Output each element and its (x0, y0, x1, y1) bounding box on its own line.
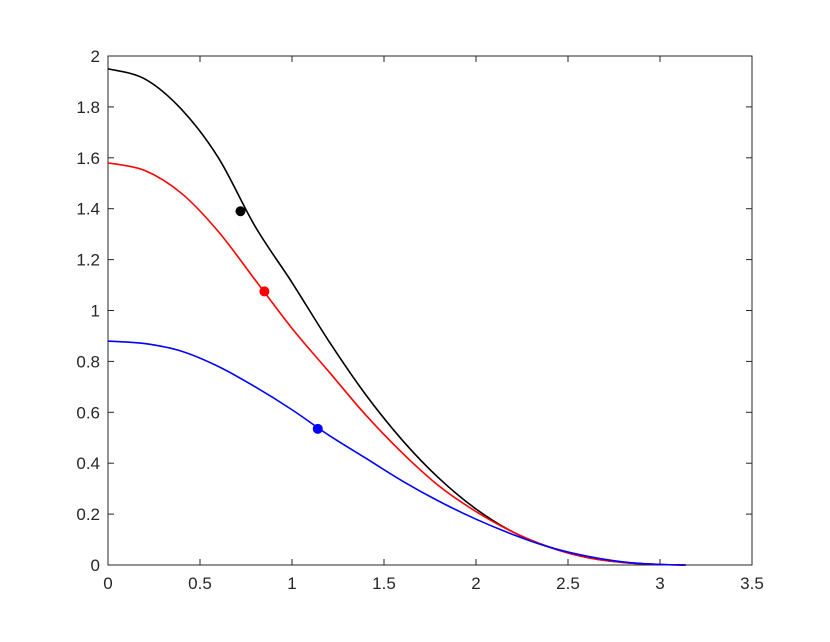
plot-frame (107, 55, 753, 566)
series-line-2 (107, 340, 686, 566)
y-tick-label: 0.2 (76, 505, 100, 524)
x-tick-label: 0.5 (188, 574, 212, 593)
y-tick-label: 2 (91, 47, 100, 66)
y-tick-label: 0.6 (76, 403, 100, 422)
ticks-layer (107, 55, 753, 566)
tick-labels-layer: 0 0.5 1 1.5 2 2.5 3 3.5 0 0.2 0.4 0.6 0.8 1 1.2 1.4 1.6 1… (76, 47, 763, 593)
series-layer (107, 67, 686, 566)
x-tick-label: 3 (655, 574, 664, 593)
x-tick-label: 2.5 (556, 574, 580, 593)
y-tick-label: 1.2 (76, 251, 100, 270)
x-tick-label: 1.5 (372, 574, 396, 593)
y-tick-label: 0.8 (76, 352, 100, 371)
y-tick-label: 1 (91, 302, 100, 321)
y-tick-label: 1.6 (76, 149, 100, 168)
x-tick-label: 0 (103, 574, 112, 593)
x-tick-label: 1 (287, 574, 296, 593)
series-marker-0 (235, 206, 246, 217)
series-marker-2 (312, 423, 323, 434)
series-marker-1 (259, 286, 270, 297)
y-tick-label: 0 (91, 556, 100, 575)
series-line-1 (107, 162, 686, 566)
y-tick-label: 0.4 (76, 454, 100, 473)
y-tick-label: 1.4 (76, 200, 100, 219)
series-line-0 (107, 67, 686, 566)
x-tick-label: 2 (471, 574, 480, 593)
x-tick-label: 3.5 (740, 574, 764, 593)
y-tick-label: 1.8 (76, 98, 100, 117)
